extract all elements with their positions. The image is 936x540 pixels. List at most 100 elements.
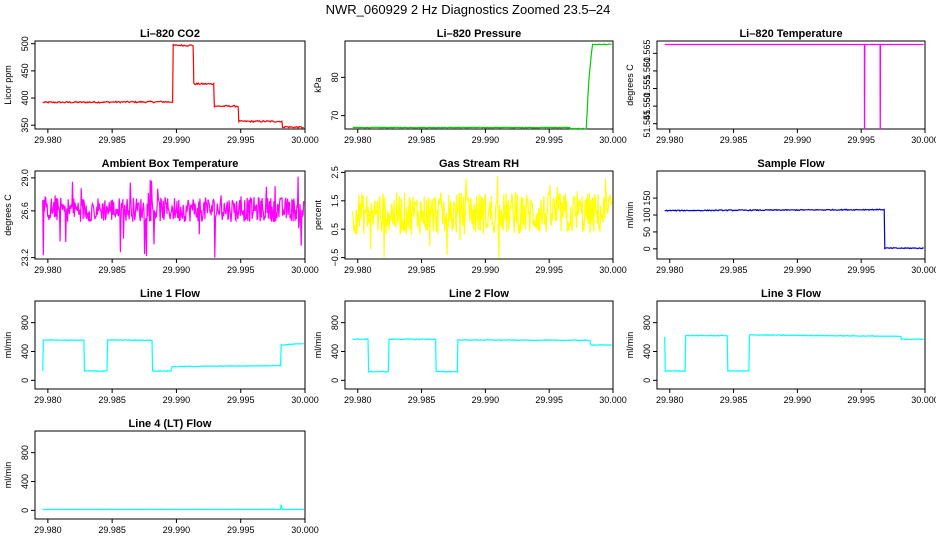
x-tick-label: 30.000	[599, 135, 627, 145]
y-axis-label: kPa	[313, 77, 323, 93]
x-tick-label: 29.990	[784, 135, 812, 145]
x-tick-label: 30.000	[291, 265, 319, 275]
panel-3: Li–820 Temperature degrees C 29.980 29.985 2…	[625, 28, 936, 145]
plot-frame	[344, 170, 614, 260]
y-tick-label: 500	[20, 36, 30, 51]
y-tick-label: 450	[20, 63, 30, 78]
plot-frame	[344, 300, 614, 390]
x-tick-label: 29.995	[535, 135, 563, 145]
panel-title: Sample Flow	[757, 158, 825, 170]
x-tick-label: 29.990	[784, 395, 812, 405]
y-tick-label: 23.2	[20, 249, 30, 267]
x-tick-label: 29.995	[227, 135, 255, 145]
x-tick-label: 29.995	[535, 395, 563, 405]
y-axis-label: ml/min	[3, 332, 13, 359]
x-tick-label: 29.980	[656, 395, 684, 405]
panel-1: Li–820 CO2 Licor ppm 29.980 29.985 29.990 29.…	[3, 28, 319, 145]
panel-title: Li–820 CO2	[140, 28, 200, 40]
y-tick-label: 0	[330, 378, 340, 383]
plot-frame	[34, 300, 306, 390]
x-tick-label: 29.980	[34, 525, 62, 535]
y-tick-label: 400	[20, 344, 30, 359]
y-tick-label: 0	[642, 378, 652, 383]
y-tick-label: 400	[20, 91, 30, 106]
y-tick-label: 0	[20, 508, 30, 513]
y-tick-label: 70	[330, 111, 340, 121]
figure-title: NWR_060929 2 Hz Diagnostics Zoomed 23.5–…	[325, 2, 611, 17]
y-axis-label: percent	[313, 199, 323, 230]
x-tick-label: 29.980	[34, 395, 62, 405]
panel-title: Line 2 Flow	[449, 288, 509, 300]
y-tick-label: 800	[20, 445, 30, 460]
x-tick-label: 29.995	[847, 265, 875, 275]
x-tick-label: 30.000	[911, 265, 936, 275]
x-tick-label: 29.990	[163, 525, 191, 535]
y-axis-label: ml/min	[625, 332, 635, 359]
panel-title: Ambient Box Temperature	[102, 158, 239, 170]
x-tick-label: 29.985	[98, 395, 126, 405]
x-tick-label: 29.985	[720, 395, 748, 405]
x-tick-label: 30.000	[911, 395, 936, 405]
x-tick-label: 29.995	[847, 135, 875, 145]
y-tick-label: 400	[330, 344, 340, 359]
data-series-line	[42, 339, 304, 373]
y-axis-label: degrees C	[625, 64, 635, 106]
x-tick-label: 29.980	[34, 135, 62, 145]
y-tick-label: 400	[20, 474, 30, 489]
y-tick-label: 1.5	[330, 195, 340, 208]
y-tick-label: 50	[642, 227, 652, 237]
x-tick-label: 29.995	[847, 395, 875, 405]
x-tick-label: 29.990	[163, 135, 191, 145]
y-tick-label: 26.6	[20, 202, 30, 220]
panel-8: Line 2 Flow ml/min 29.980 29.985 29.990 29.99…	[313, 288, 627, 405]
data-series-line	[42, 43, 304, 129]
x-tick-label: 30.000	[291, 135, 319, 145]
x-tick-label: 29.980	[344, 135, 372, 145]
y-axis-label: ml/min	[313, 332, 323, 359]
x-tick-label: 29.985	[98, 265, 126, 275]
y-tick-label: 400	[642, 344, 652, 359]
x-tick-label: 29.985	[98, 135, 126, 145]
x-tick-label: 29.980	[34, 265, 62, 275]
plot-frame	[656, 300, 926, 390]
x-tick-label: 29.985	[408, 265, 436, 275]
plot-frame	[656, 40, 926, 130]
x-tick-label: 29.985	[720, 265, 748, 275]
x-tick-label: 29.990	[163, 395, 191, 405]
panel-4: Ambient Box Temperature degrees C 29.980 29…	[3, 158, 319, 275]
x-tick-label: 29.990	[472, 265, 500, 275]
y-tick-label: −0.5	[330, 249, 340, 267]
data-series-line	[42, 504, 304, 511]
x-tick-label: 29.990	[163, 265, 191, 275]
x-tick-label: 29.995	[227, 525, 255, 535]
x-tick-label: 29.990	[472, 135, 500, 145]
y-axis-label: ml/min	[3, 462, 13, 489]
y-tick-label: 150	[642, 191, 652, 206]
data-series-line	[352, 43, 612, 130]
data-series-line	[42, 176, 305, 258]
y-tick-label: 800	[20, 315, 30, 330]
x-tick-label: 29.990	[472, 395, 500, 405]
y-tick-label: 800	[330, 315, 340, 330]
y-tick-label: 51.565	[642, 40, 652, 68]
x-tick-label: 30.000	[291, 395, 319, 405]
y-tick-label: 350	[20, 118, 30, 133]
y-tick-label: 51.560	[642, 57, 652, 85]
y-tick-label: 51.550	[642, 92, 652, 120]
panel-6: Sample Flow ml/min 29.980 29.985 29.990 29.99…	[625, 158, 936, 275]
x-tick-label: 29.995	[227, 265, 255, 275]
y-tick-label: 0.5	[330, 223, 340, 236]
y-tick-label: 51.545	[642, 110, 652, 138]
data-series-line	[664, 43, 924, 130]
panel-2: Li–820 Pressure kPa 29.980 29.985 29.990 29.9…	[313, 28, 627, 145]
y-tick-label: 0	[20, 378, 30, 383]
x-tick-label: 30.000	[911, 135, 936, 145]
x-tick-label: 29.995	[227, 395, 255, 405]
y-axis-label: Licor ppm	[3, 65, 13, 105]
x-tick-label: 29.980	[344, 265, 372, 275]
data-series-line	[352, 176, 613, 259]
panel-7: Line 1 Flow ml/min 29.980 29.985 29.990 29.99…	[3, 288, 319, 405]
plot-frame	[34, 170, 306, 260]
x-tick-label: 29.985	[408, 395, 436, 405]
